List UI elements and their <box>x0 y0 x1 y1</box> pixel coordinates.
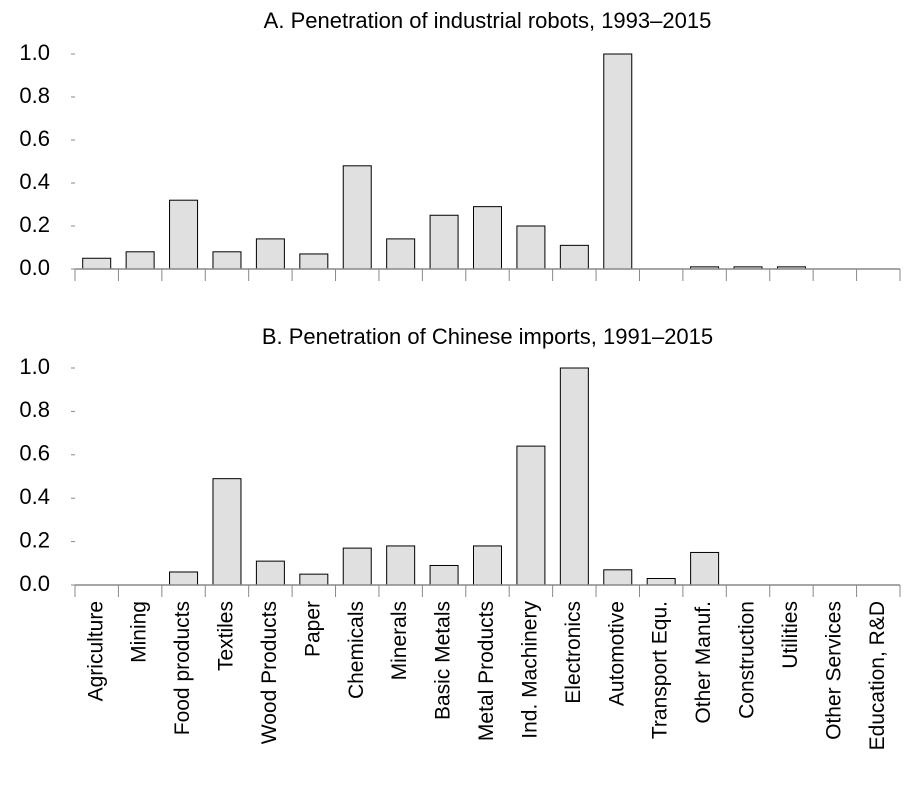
y-tick-label: 0.0 <box>19 571 50 596</box>
x-tick-label: Transport Equ. <box>649 601 672 739</box>
x-tick-label: Minerals <box>388 601 411 680</box>
bar <box>255 560 285 586</box>
bar <box>559 244 589 270</box>
bar <box>646 577 676 586</box>
bar <box>516 225 546 270</box>
bar <box>342 547 372 586</box>
x-tick-label: Metal Products <box>475 601 498 741</box>
x-tick-label: Paper <box>301 601 324 657</box>
x-tick-label: Other Services <box>822 601 845 740</box>
y-tick-label: 0.2 <box>19 212 50 237</box>
bar <box>429 214 459 270</box>
x-tick-label: Construction <box>736 601 759 719</box>
x-tick-label: Chemicals <box>345 601 368 699</box>
x-tick-label: Agriculture <box>84 601 107 701</box>
bar <box>473 206 502 270</box>
bar <box>212 478 242 586</box>
x-tick-label: Automotive <box>605 601 628 706</box>
x-tick-label: Mining <box>128 601 151 663</box>
chart-title: A. Penetration of industrial robots, 199… <box>264 8 712 33</box>
y-tick-label: 0.4 <box>19 484 50 509</box>
bar <box>169 199 199 270</box>
x-tick-label: Other Manuf. <box>692 601 715 724</box>
y-tick-label: 0.8 <box>19 83 50 108</box>
y-tick-label: 1.0 <box>19 40 50 65</box>
bar <box>255 238 285 270</box>
y-tick-label: 1.0 <box>19 354 50 379</box>
bar <box>473 545 502 586</box>
y-tick-label: 0.6 <box>19 441 50 466</box>
bar <box>212 251 242 270</box>
bar <box>299 573 329 586</box>
bar <box>516 445 546 586</box>
bar <box>82 257 112 270</box>
bar <box>169 571 199 586</box>
bar <box>603 569 633 586</box>
bar <box>386 545 416 586</box>
x-tick-label: Electronics <box>562 601 585 704</box>
bar <box>299 253 329 270</box>
bar <box>603 53 633 270</box>
bar <box>690 551 720 586</box>
y-tick-label: 0.2 <box>19 527 50 552</box>
x-tick-label: Textiles <box>215 601 238 671</box>
bar <box>559 367 589 586</box>
chart-title: B. Penetration of Chinese imports, 1991–… <box>262 324 713 349</box>
bar <box>429 564 459 586</box>
y-tick-label: 0.4 <box>19 169 50 194</box>
x-tick-label: Education, R&D <box>866 601 889 750</box>
bar <box>386 238 416 270</box>
x-tick-label: Food products <box>171 601 194 735</box>
bar <box>125 251 155 270</box>
x-tick-label: Ind. Machinery <box>518 601 541 739</box>
y-tick-label: 0.0 <box>19 255 50 280</box>
x-tick-label: Utilities <box>779 601 802 669</box>
x-tick-label: Wood Products <box>258 601 281 744</box>
y-tick-label: 0.6 <box>19 126 50 151</box>
y-tick-label: 0.8 <box>19 397 50 422</box>
x-tick-label: Basic Metals <box>432 601 455 720</box>
bar <box>342 165 372 270</box>
